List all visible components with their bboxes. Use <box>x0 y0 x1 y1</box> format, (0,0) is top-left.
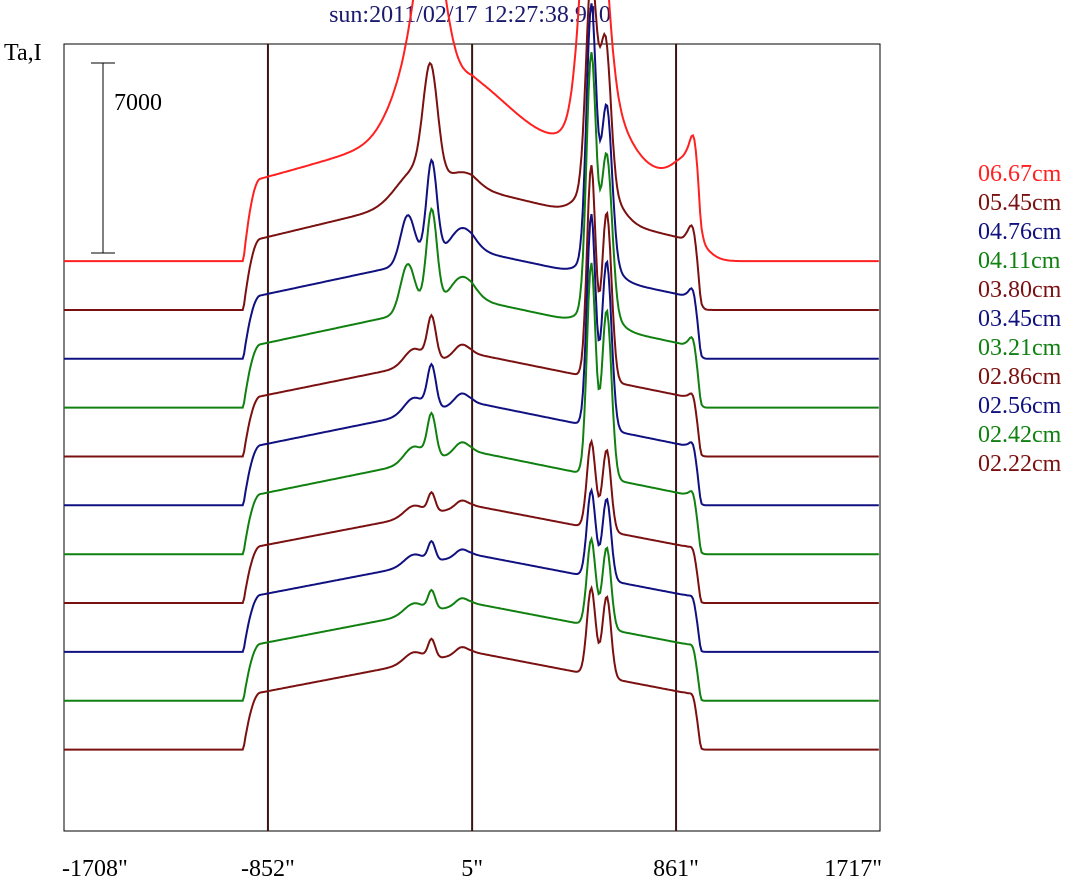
legend: 06.67cm 05.45cm 04.76cm 04.11cm 03.80cm 03.45… <box>978 160 1079 479</box>
series-line-02.22cm <box>64 584 879 751</box>
series-line-02.42cm <box>64 536 879 702</box>
legend-entry: 03.21cm <box>978 335 1062 361</box>
legend-entry: 03.80cm <box>978 277 1062 303</box>
legend-entry: 02.42cm <box>978 422 1062 448</box>
legend-entry: 03.45cm <box>978 306 1062 332</box>
x-tick-label: 5" <box>461 856 483 882</box>
series-line-03.45cm <box>64 213 879 507</box>
x-tick-label: -852" <box>241 856 295 882</box>
series-line-05.45cm <box>64 0 879 311</box>
legend-entry: 02.56cm <box>978 393 1062 419</box>
scale-bar-label: 7000 <box>114 90 162 116</box>
y-axis-label: Ta,I <box>4 40 42 66</box>
series-line-03.80cm <box>64 165 879 458</box>
series-line-02.56cm <box>64 487 879 653</box>
series-line-02.86cm <box>64 438 879 604</box>
series-line-04.76cm <box>64 3 879 360</box>
series-line-06.67cm <box>64 0 879 263</box>
legend-entry: 02.22cm <box>978 451 1062 477</box>
chart-title: sun:2011/02/17 12:27:38.910 <box>329 2 611 28</box>
series-line-04.11cm <box>64 52 879 409</box>
legend-entry: 06.67cm <box>978 161 1062 187</box>
legend-entry: 04.11cm <box>978 248 1061 274</box>
x-tick-label: -1708" <box>62 856 128 882</box>
x-tick-label: 861" <box>653 856 699 882</box>
legend-entry: 02.86cm <box>978 364 1062 390</box>
series-line-03.21cm <box>64 262 879 556</box>
x-tick-label: 1717" <box>824 856 882 882</box>
legend-entry: 05.45cm <box>978 190 1062 216</box>
legend-entry: 04.76cm <box>978 219 1062 245</box>
